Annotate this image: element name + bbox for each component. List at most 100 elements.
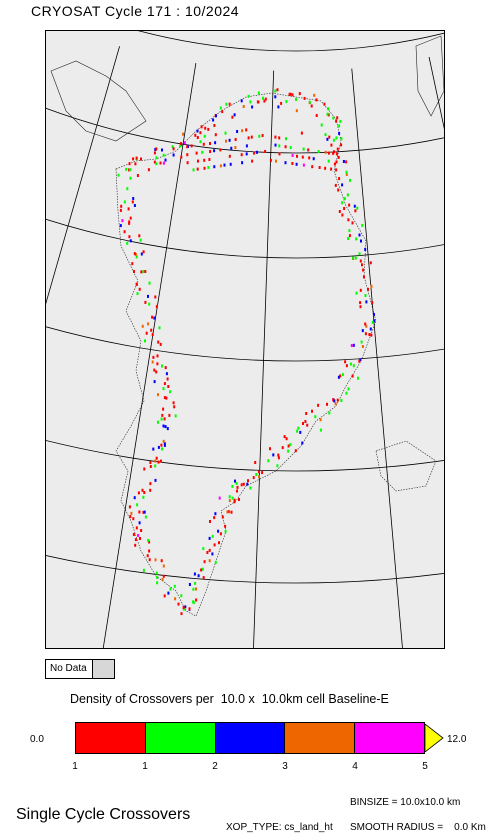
crossover-pixel	[249, 486, 252, 490]
crossover-pixel	[142, 568, 145, 572]
crossover-pixel	[267, 459, 270, 463]
crossover-pixel	[283, 435, 286, 439]
crossover-pixel	[213, 149, 216, 153]
crossover-pixel	[280, 101, 283, 105]
crossover-pixel	[285, 100, 288, 104]
crossover-pixel	[285, 137, 287, 141]
crossover-pixel	[324, 166, 327, 170]
crossover-pixel	[203, 560, 206, 564]
crossover-pixel	[161, 447, 164, 451]
crossover-pixel	[326, 112, 329, 116]
crossover-pixel	[361, 223, 364, 227]
legend-max-label: 12.0	[447, 734, 467, 745]
crossover-pixel	[346, 193, 349, 197]
crossover-pixel	[163, 382, 166, 386]
latitude-circle	[46, 439, 444, 472]
crossover-pixel	[224, 529, 227, 533]
crossover-pixel	[226, 510, 229, 514]
crossover-pixel	[163, 594, 166, 598]
crossover-pixel	[334, 183, 337, 187]
crossover-pixel	[345, 391, 348, 395]
crossover-pixel	[261, 471, 264, 475]
crossover-pixel	[145, 331, 148, 335]
crossover-pixel	[208, 536, 211, 540]
crossover-pixel	[166, 377, 169, 381]
crossover-pixel	[356, 206, 359, 210]
crossover-pixel	[238, 498, 240, 501]
crossover-pixel	[289, 443, 292, 447]
crossover-pixel	[333, 150, 335, 154]
crossover-pixel	[373, 313, 375, 316]
crossover-pixel	[164, 425, 167, 429]
crossover-pixel	[332, 398, 335, 402]
crossover-pixel	[274, 95, 277, 99]
crossover-pixel	[337, 188, 340, 192]
color-segment-4	[285, 723, 356, 753]
crossover-pixel	[209, 150, 212, 153]
crossover-pixel	[336, 147, 339, 151]
crossover-pixel	[303, 96, 306, 100]
crossover-pixel	[192, 587, 195, 591]
crossover-pixel	[192, 168, 195, 172]
crossover-pixel	[154, 478, 157, 482]
crossover-pixel	[348, 234, 351, 238]
crossover-pixel	[223, 163, 226, 167]
crossover-pixel	[195, 151, 198, 155]
crossover-pixel	[179, 144, 182, 148]
crossover-pixel	[143, 510, 146, 514]
crossover-pixel	[350, 344, 353, 347]
greenland-crossover-map	[45, 30, 445, 649]
crossover-pixel	[234, 138, 237, 141]
crossover-pixel	[335, 168, 338, 172]
crossover-pixel	[169, 390, 172, 394]
crossover-pixel	[308, 100, 311, 104]
crossover-pixel	[307, 148, 310, 152]
crossover-pixel	[352, 256, 355, 260]
crossover-pixel	[247, 94, 250, 98]
crossover-pixel	[231, 496, 234, 500]
crossover-pixel	[231, 115, 234, 119]
crossover-pixel	[302, 422, 304, 425]
crossover-pixel	[242, 482, 245, 486]
crossover-pixel	[157, 445, 160, 449]
crossover-pixel	[345, 364, 348, 368]
crossover-pixel	[370, 333, 373, 337]
color-scale-bar	[75, 722, 425, 754]
crossover-pixel	[217, 529, 220, 533]
crossover-pixel	[182, 132, 184, 136]
crossover-pixel	[276, 464, 279, 468]
crossover-pixel	[233, 113, 236, 117]
crossover-pixel	[180, 155, 183, 159]
crossover-pixel	[302, 163, 305, 167]
crossover-pixel	[324, 133, 327, 137]
crossover-pixel	[203, 134, 206, 138]
crossover-pixel	[214, 512, 217, 516]
crossover-pixel	[357, 376, 359, 380]
crossover-pixel	[284, 145, 287, 149]
crossover-pixel	[219, 532, 222, 536]
crossover-pixel	[153, 368, 156, 372]
crossover-pixel	[359, 259, 362, 263]
crossover-pixel	[201, 150, 204, 154]
crossover-pixel	[319, 418, 322, 422]
crossover-pixel	[349, 178, 351, 182]
crossover-pixel	[136, 292, 139, 296]
iceland-coastline	[375, 440, 437, 492]
crossover-pixel	[148, 558, 151, 562]
crossover-pixel	[341, 183, 344, 187]
crossover-pixel	[129, 515, 132, 519]
crossover-pixel	[278, 144, 281, 148]
crossover-pixel	[353, 204, 356, 208]
crossover-pixel	[149, 465, 152, 468]
legend-tick: 1	[142, 761, 148, 772]
crossover-pixel	[131, 262, 134, 266]
crossover-pixel	[299, 430, 302, 434]
crossover-pixel	[135, 255, 138, 259]
crossover-pixel	[219, 148, 222, 152]
crossover-pixel	[234, 146, 237, 149]
crossover-pixel	[148, 540, 151, 544]
crossover-pixel	[324, 150, 327, 154]
crossover-pixel	[364, 247, 367, 251]
crossover-pixel	[300, 131, 303, 135]
crossover-pixel	[342, 160, 345, 163]
